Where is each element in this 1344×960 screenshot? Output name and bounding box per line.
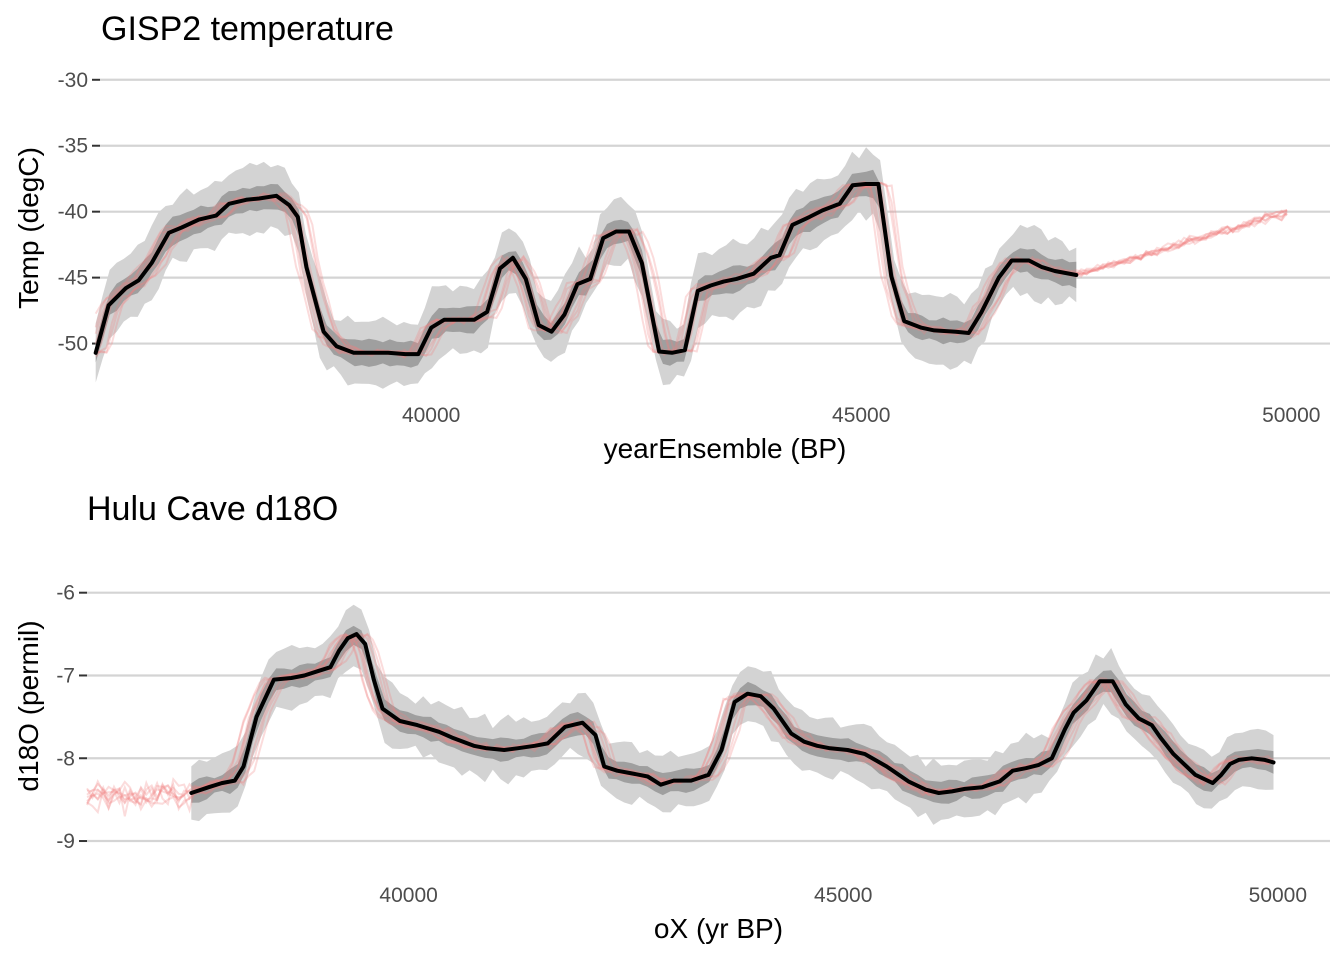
ensemble-trace	[86, 632, 1274, 807]
x-tick-label: 40000	[379, 884, 437, 907]
ensemble-trace	[86, 633, 1274, 814]
x-tick-label: 50000	[1249, 884, 1307, 907]
y-tick-label: -8	[56, 747, 75, 770]
chart-title-top: GISP2 temperature	[101, 10, 394, 48]
ensemble-trace	[94, 181, 1288, 357]
panel-hulu: -6 -7 -8 -9 40000 45000 50000 oX (yr BP) d18O (p…	[13, 582, 1330, 944]
ensemble-trace	[95, 182, 1288, 357]
y-tick-label: -35	[58, 135, 88, 158]
ensemble-trace	[94, 181, 1288, 358]
chart-title-bottom: Hulu Cave d18O	[87, 490, 339, 528]
x-axis-title: yearEnsemble (BP)	[604, 433, 847, 464]
x-tick-label: 50000	[1262, 404, 1320, 427]
y-tick-label: -40	[58, 201, 88, 224]
y-tick-label: -50	[58, 333, 88, 356]
ensemble-trace	[94, 183, 1288, 358]
inner-uncertainty-band	[95, 169, 1077, 368]
y-axis-title: Temp (degC)	[13, 147, 44, 309]
y-tick-label: -7	[56, 664, 75, 687]
ensemble-trace	[94, 181, 1288, 357]
ensemble-trace	[94, 180, 1288, 359]
y-tick-label: -45	[58, 267, 88, 290]
median-series-line	[189, 632, 1276, 795]
y-axis-title: d18O (permil)	[13, 620, 44, 791]
ensemble-trace	[94, 181, 1288, 359]
median-series-line	[93, 182, 1079, 357]
x-axis-title: oX (yr BP)	[654, 913, 783, 944]
x-tick-label: 45000	[814, 884, 872, 907]
ensemble-trace	[95, 181, 1288, 358]
panel-gisp2: -30 -35 -40 -45 -50 40000 45000 50000 yearEnsemb…	[13, 69, 1330, 464]
x-tick-label: 45000	[832, 404, 890, 427]
y-tick-label: -9	[56, 830, 75, 853]
y-tick-label: -6	[56, 582, 75, 605]
x-tick-label: 40000	[402, 404, 460, 427]
y-tick-label: -30	[58, 69, 88, 92]
